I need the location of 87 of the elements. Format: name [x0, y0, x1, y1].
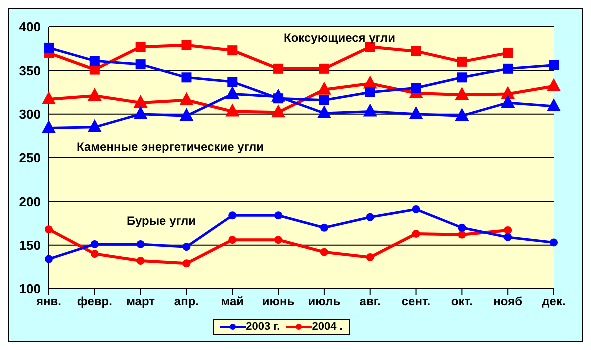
point	[503, 64, 514, 74]
x-tick-label: июль	[308, 294, 341, 309]
point	[504, 233, 512, 242]
point	[412, 230, 420, 238]
y-tick-label: 250	[19, 150, 41, 166]
point	[458, 224, 466, 232]
point	[547, 78, 561, 92]
point	[504, 226, 512, 234]
point	[455, 87, 470, 100]
point	[88, 88, 102, 101]
x-tick-label: окт.	[451, 294, 473, 309]
point	[182, 40, 192, 50]
x-tick-label: дек.	[542, 294, 566, 309]
point	[228, 46, 238, 56]
point	[90, 56, 100, 66]
point	[134, 94, 148, 108]
point	[550, 238, 558, 247]
point	[455, 108, 470, 122]
point	[134, 106, 148, 120]
x-tick-label: март	[126, 294, 156, 309]
point	[366, 254, 374, 262]
y-tick-label: 350	[19, 63, 41, 78]
point	[503, 48, 514, 58]
point	[90, 64, 100, 75]
point	[274, 64, 284, 74]
point	[136, 60, 146, 70]
point	[320, 248, 328, 256]
point	[549, 60, 559, 70]
point	[228, 77, 238, 88]
point	[45, 255, 53, 264]
point	[274, 212, 283, 220]
x-tick-label: нояб	[494, 294, 523, 309]
x-tick-label: апр.	[174, 294, 200, 309]
point	[272, 104, 286, 118]
point	[409, 106, 424, 120]
point	[226, 104, 240, 117]
point	[180, 108, 194, 122]
point	[136, 257, 145, 266]
point	[457, 72, 468, 83]
point	[228, 236, 237, 244]
point	[365, 88, 376, 98]
point	[45, 226, 53, 234]
point	[458, 230, 466, 239]
x-tick-label: май	[221, 294, 244, 309]
point	[180, 92, 194, 106]
point	[363, 104, 378, 117]
annotation: Коксующиеся угли	[284, 31, 396, 45]
legend-label: 2004 .	[312, 321, 343, 333]
x-tick-label: июнь	[262, 294, 295, 309]
annotation: Бурые угли	[127, 214, 196, 228]
point	[44, 42, 54, 53]
point	[501, 94, 516, 108]
point	[182, 72, 192, 83]
point	[547, 98, 561, 112]
point	[182, 243, 191, 252]
point	[42, 91, 56, 104]
point	[274, 236, 283, 244]
point	[42, 120, 56, 134]
y-tick-label: 150	[19, 238, 41, 253]
y-tick-label: 200	[19, 194, 41, 210]
point	[182, 260, 191, 268]
x-tick-label: февр.	[77, 294, 112, 309]
point	[317, 105, 332, 118]
x-tick-label: сент.	[402, 294, 431, 309]
point	[136, 42, 146, 52]
y-tick-label: 400	[19, 20, 41, 35]
point	[320, 224, 328, 232]
annotation: Каменные энергетические угли	[77, 140, 264, 154]
point	[319, 64, 330, 74]
point	[411, 46, 422, 56]
legend-label: 2003 г.	[246, 321, 280, 333]
point	[90, 240, 99, 248]
point	[226, 86, 240, 100]
x-tick-label: авг.	[360, 294, 381, 309]
point	[411, 83, 422, 94]
point	[319, 95, 330, 106]
point	[88, 119, 102, 132]
point	[366, 213, 374, 222]
point	[457, 56, 468, 67]
point	[317, 82, 332, 95]
point	[136, 240, 145, 248]
x-tick-label: янв.	[36, 294, 62, 309]
point	[412, 206, 420, 214]
y-tick-label: 300	[19, 106, 41, 122]
y-tick-label: 100	[19, 282, 41, 297]
point	[90, 250, 99, 258]
point	[228, 212, 237, 220]
